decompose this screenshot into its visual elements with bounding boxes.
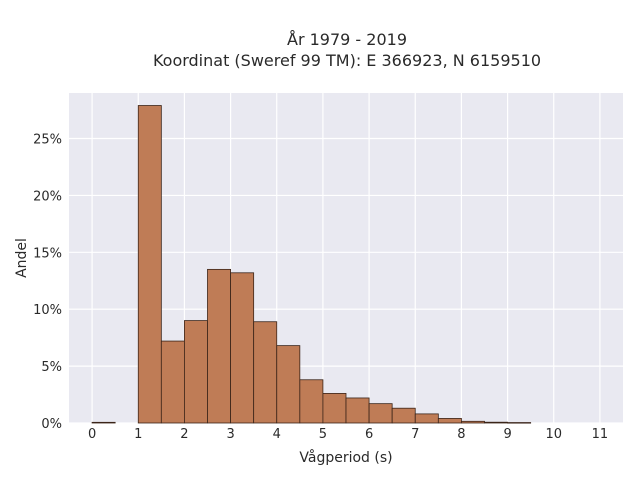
histogram-bar [345, 397, 370, 424]
histogram-bar [484, 421, 508, 424]
histogram-bar [461, 420, 485, 424]
histogram-bar [276, 345, 301, 424]
histogram-bar [253, 321, 278, 424]
x-tick-label: 4 [273, 427, 281, 442]
x-tick-label: 8 [457, 427, 465, 442]
x-tick-label: 11 [592, 427, 609, 442]
chart-title-line-2: Koordinat (Sweref 99 TM): E 366923, N 61… [153, 51, 541, 70]
histogram-bar [137, 105, 162, 424]
y-tick-label: 25% [33, 133, 62, 148]
y-axis-label: Andel [14, 238, 30, 278]
y-tick-label: 5% [41, 360, 62, 375]
x-tick-label: 7 [411, 427, 419, 442]
x-axis-ticks: 0 1 2 3 4 5 6 7 8 9 10 11 [88, 427, 608, 442]
histogram-bar [368, 403, 393, 424]
histogram-bar [207, 268, 231, 424]
y-tick-label: 10% [33, 303, 62, 318]
x-tick-label: 5 [319, 427, 327, 442]
x-tick-label: 9 [503, 427, 511, 442]
y-axis-ticks: 0% 5% 10% 15% 20% 25% [33, 133, 62, 432]
histogram-bar [230, 272, 255, 424]
histogram-bar [414, 413, 439, 424]
histogram-bar [507, 422, 532, 424]
chart-title: År 1979 - 2019 Koordinat (Sweref 99 TM):… [153, 30, 541, 70]
x-tick-label: 0 [88, 427, 96, 442]
histogram-bar [184, 320, 208, 424]
x-axis-label: Vågperiod (s) [299, 449, 392, 466]
histogram-bar [299, 379, 324, 424]
x-tick-label: 2 [180, 427, 188, 442]
y-tick-label: 15% [33, 246, 62, 261]
histogram-bar [437, 418, 462, 424]
histogram-bar [391, 407, 416, 424]
x-tick-label: 10 [545, 427, 562, 442]
x-tick-label: 6 [365, 427, 373, 442]
histogram-bar [160, 340, 185, 424]
x-tick-label: 1 [134, 427, 142, 442]
y-tick-label: 20% [33, 189, 62, 204]
histogram-bar [322, 393, 347, 424]
histogram-bars [91, 105, 532, 424]
y-tick-label: 0% [41, 417, 62, 432]
x-tick-label: 3 [226, 427, 234, 442]
histogram-bar [91, 421, 116, 424]
chart-title-line-1: År 1979 - 2019 [287, 30, 407, 49]
